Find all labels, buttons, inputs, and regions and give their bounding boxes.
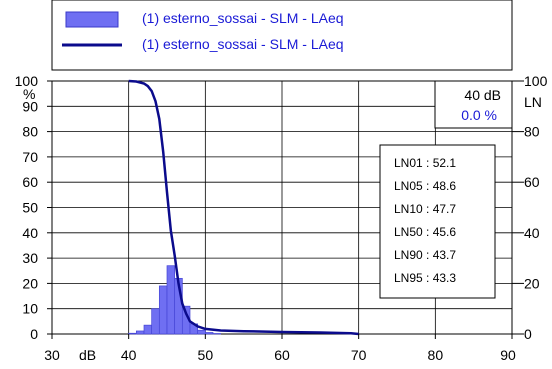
right-axis: 0 20 40 60 80 100 [512,73,548,342]
y-tick-label: 70 [22,149,38,165]
ln50-value: LN50 : 45.6 [394,225,456,239]
y-tick-label: 90 [22,98,38,114]
y-tick-label: 80 [22,124,38,140]
ln-statistics: LN01 : 52.1 LN05 : 48.6 LN10 : 47.7 LN50… [379,144,496,299]
x-tick-label: 90 [500,347,516,363]
histogram-bar [204,332,214,335]
y-tick-label: 0 [30,326,38,342]
right-tick-label: 20 [524,275,540,291]
ln90-value: LN90 : 43.7 [394,248,456,262]
histogram-bar [166,265,176,335]
right-tick-label: 0 [524,326,532,342]
histogram-bar [151,308,160,335]
cursor-level: 40 dB [464,87,501,103]
x-tick-label: 80 [428,347,444,363]
x-tick-label: 40 [121,347,137,363]
x-unit-label: dB [79,347,96,363]
y-tick-label: 50 [22,200,38,216]
y-tick-label: 100 [15,73,39,89]
x-tick-label: 70 [351,347,367,363]
y-tick-label: 60 [22,174,38,190]
right-tick-label: 60 [524,174,540,190]
ln01-value: LN01 : 52.1 [394,156,456,170]
legend-label-line: (1) esterno_sossai - SLM - LAeq [142,36,344,52]
right-axis-label: LN [524,94,542,110]
y-tick-label: 10 [22,301,38,317]
right-tick-label: 100 [524,73,548,89]
cursor-percent: 0.0 % [461,107,497,123]
right-tick-label: 80 [524,124,540,140]
left-axis: 0 10 20 30 40 50 60 70 80 90 100 [15,73,52,342]
legend: (1) esterno_sossai - SLM - LAeq (1) este… [51,0,513,71]
histogram-bar [143,324,153,335]
bottom-axis: 30 40 50 60 70 80 90 [44,334,516,363]
histogram-bar [158,285,168,335]
x-tick-label: 30 [44,347,60,363]
histogram-bar [128,332,137,335]
histogram-bar [197,329,206,335]
ln05-value: LN05 : 48.6 [394,179,456,193]
histogram-bar [135,330,145,335]
cumulative-curve [128,79,359,336]
ln95-value: LN95 : 43.3 [394,271,456,285]
cursor-readout-frame [434,80,513,129]
ln10-value: LN10 : 47.7 [394,202,456,216]
ln-statistics-frame [379,144,496,299]
legend-swatch-histogram [65,11,119,28]
y-tick-label: 40 [22,225,38,241]
cursor-readout: 40 dB 0.0 % [434,80,513,129]
legend-frame [51,0,513,71]
histogram-bar [212,333,222,335]
right-tick-label: 40 [524,225,540,241]
y-tick-label: 30 [22,250,38,266]
y-unit-label: % [23,86,35,102]
y-tick-label: 20 [22,275,38,291]
x-tick-label: 60 [274,347,290,363]
legend-label-histogram: (1) esterno_sossai - SLM - LAeq [142,10,344,26]
x-tick-label: 50 [198,347,214,363]
